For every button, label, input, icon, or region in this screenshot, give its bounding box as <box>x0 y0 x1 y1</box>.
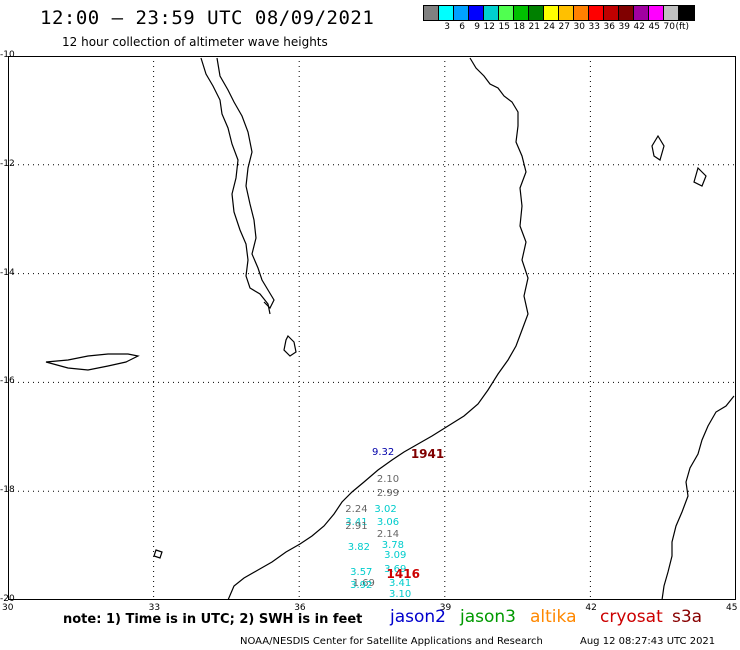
wave-height-value: 9.32 <box>372 447 395 459</box>
latitude-label: -20 <box>0 594 15 604</box>
comoros-island <box>651 134 665 161</box>
scale-swatch <box>439 6 454 20</box>
scale-swatch <box>544 6 559 20</box>
scale-tick-label: 3 <box>444 22 450 32</box>
map-subtitle: 12 hour collection of altimeter wave hei… <box>62 35 328 49</box>
scale-tick-label: 12 <box>483 22 495 32</box>
mayotte-island <box>693 166 707 187</box>
scale-swatch <box>664 6 679 20</box>
scale-swatch <box>499 6 514 20</box>
longitude-label: 42 <box>585 603 597 613</box>
scale-swatch <box>634 6 649 20</box>
wave-height-value: 2.10 <box>376 474 400 486</box>
map-plot <box>8 56 736 600</box>
scale-swatch <box>469 6 484 20</box>
scale-tick-label: 39 <box>618 22 630 32</box>
scale-swatch <box>559 6 574 20</box>
scale-swatch <box>649 6 664 20</box>
scale-tick-label: 24 <box>543 22 555 32</box>
scale-swatch <box>514 6 529 20</box>
wave-height-value: 1416 <box>386 566 420 581</box>
scale-swatch <box>604 6 619 20</box>
longitude-label: 45 <box>726 603 738 613</box>
scale-swatch <box>424 6 439 20</box>
footer-credit: NOAA/NESDIS Center for Satellite Applica… <box>240 636 543 647</box>
scale-swatch <box>619 6 634 20</box>
wave-height-value: 3.92 <box>350 580 373 592</box>
scale-swatch <box>529 6 544 20</box>
color-scale-bar <box>423 5 695 21</box>
wave-height-value: 3.09 <box>384 550 407 562</box>
wave-height-value: 2.99 <box>376 487 400 499</box>
longitude-label: 39 <box>439 603 452 613</box>
wave-height-value: 3.06 <box>376 516 400 528</box>
lake-malawi-west-shore <box>200 57 271 315</box>
lake-chilwa <box>283 334 297 357</box>
color-scale-labels: 3 6 9 12 15 18 21 24 27 30 33 36 39 42 45 70 (ft) <box>423 22 740 34</box>
lake-bangweulu <box>45 353 140 371</box>
scale-tick-label: 15 <box>498 22 510 32</box>
mozambique-coast <box>227 57 529 600</box>
wave-height-value: 2.91 <box>345 520 368 532</box>
scale-tick-label: 36 <box>603 22 615 32</box>
scale-swatch <box>454 6 469 20</box>
legend-cryosat: cryosat <box>600 607 663 627</box>
lake-kariba-fragment <box>153 549 163 559</box>
latitude-label: -12 <box>0 158 15 169</box>
coastlines <box>45 57 735 600</box>
scale-swatch <box>589 6 604 20</box>
madagascar-coast <box>661 395 735 600</box>
scale-tick-label: 21 <box>528 22 540 32</box>
footer-timestamp: Aug 12 08:27:43 UTC 2021 <box>580 636 716 647</box>
wave-height-value: 3.41 <box>345 516 368 528</box>
scale-swatch <box>574 6 589 20</box>
wave-height-value: 3.41 <box>388 577 412 589</box>
wave-height-value: 2.14 <box>376 528 400 540</box>
scale-tick-label: 27 <box>558 22 570 32</box>
scale-tick-label: 30 <box>573 22 585 32</box>
longitude-label: 36 <box>294 603 306 613</box>
latitude-label: -14 <box>0 267 15 278</box>
plot-frame <box>8 56 736 600</box>
note-text: note: 1) Time is in UTC; 2) SWH is in fe… <box>63 612 363 627</box>
legend-s3a: s3a <box>672 607 703 627</box>
scale-tick-label: 9 <box>474 22 480 32</box>
wave-height-value: 2.24 <box>345 504 368 516</box>
wave-height-value: 3.10 <box>388 588 412 600</box>
scale-swatch <box>484 6 499 20</box>
latitude-label: -10 <box>0 50 15 60</box>
latitude-label: -18 <box>0 485 15 496</box>
wave-height-value: 3.69 <box>384 564 407 576</box>
legend-altika: altika <box>530 607 577 627</box>
scale-tick-label: 33 <box>588 22 600 32</box>
wave-height-value: 1941 <box>410 447 445 462</box>
scale-tick-label: 45 <box>648 22 660 32</box>
scale-tick-label: 70 <box>663 22 675 32</box>
scale-swatch <box>679 6 694 20</box>
wave-height-value: 1.69 <box>352 577 375 589</box>
wave-height-value: 3.82 <box>347 542 370 554</box>
legend-jason3: jason3 <box>460 607 516 627</box>
legend-jason2: jason2 <box>390 607 446 627</box>
wave-height-value: 3.02 <box>374 504 397 516</box>
scale-tick-label: 6 <box>459 22 465 32</box>
gridlines <box>8 56 736 600</box>
map-title: 12:00 – 23:59 UTC 08/09/2021 <box>40 7 375 29</box>
lake-malawi-east-shore <box>216 57 275 310</box>
wave-height-value: 3.78 <box>381 539 404 551</box>
scale-unit-label: (ft) <box>675 22 689 32</box>
wave-height-value: 3.57 <box>350 566 373 578</box>
longitude-label: 33 <box>148 603 161 613</box>
scale-tick-label: 18 <box>513 22 525 32</box>
scale-tick-label: 42 <box>633 22 645 32</box>
latitude-label: -16 <box>0 376 15 387</box>
longitude-label: 30 <box>2 603 14 613</box>
